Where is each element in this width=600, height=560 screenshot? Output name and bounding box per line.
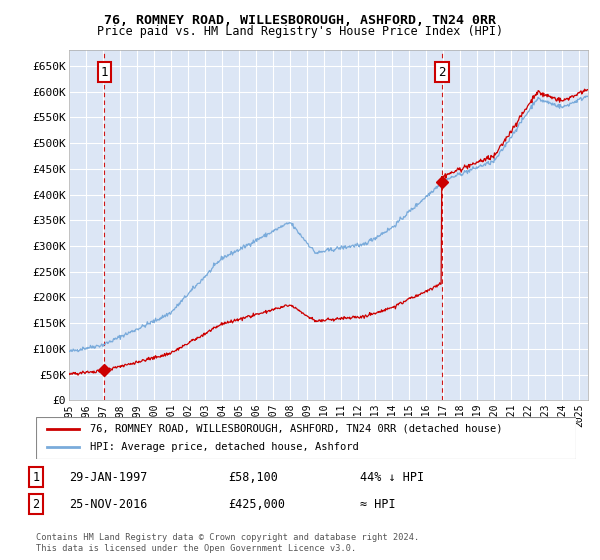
Text: 2: 2 [32,497,40,511]
Text: 29-JAN-1997: 29-JAN-1997 [69,470,148,484]
Text: £425,000: £425,000 [228,497,285,511]
Text: 44% ↓ HPI: 44% ↓ HPI [360,470,424,484]
Text: Price paid vs. HM Land Registry's House Price Index (HPI): Price paid vs. HM Land Registry's House … [97,25,503,38]
Text: Contains HM Land Registry data © Crown copyright and database right 2024.
This d: Contains HM Land Registry data © Crown c… [36,533,419,553]
Text: 25-NOV-2016: 25-NOV-2016 [69,497,148,511]
FancyBboxPatch shape [36,417,576,459]
Text: 1: 1 [32,470,40,484]
Text: HPI: Average price, detached house, Ashford: HPI: Average price, detached house, Ashf… [90,442,359,452]
Text: £58,100: £58,100 [228,470,278,484]
Text: 76, ROMNEY ROAD, WILLESBOROUGH, ASHFORD, TN24 0RR (detached house): 76, ROMNEY ROAD, WILLESBOROUGH, ASHFORD,… [90,424,503,434]
Text: 1: 1 [101,66,108,78]
Text: 76, ROMNEY ROAD, WILLESBOROUGH, ASHFORD, TN24 0RR: 76, ROMNEY ROAD, WILLESBOROUGH, ASHFORD,… [104,14,496,27]
Text: ≈ HPI: ≈ HPI [360,497,395,511]
Text: 2: 2 [438,66,445,78]
